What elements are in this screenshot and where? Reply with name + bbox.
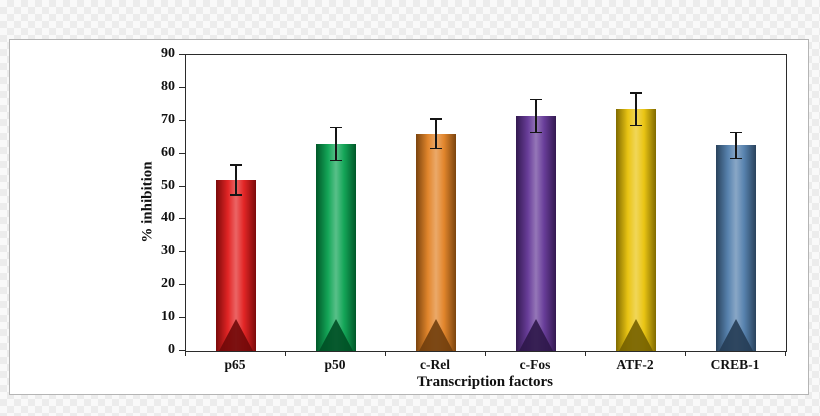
- error-bar-cap: [630, 124, 642, 127]
- bar-p65: [216, 179, 256, 351]
- x-tick-label: p65: [224, 357, 246, 372]
- y-tick-mark: [179, 350, 185, 351]
- bar-CREB-1: [716, 145, 756, 351]
- error-bar: [735, 132, 737, 159]
- y-tick-mark: [179, 185, 185, 187]
- y-tick-label: 20: [161, 276, 175, 292]
- x-tick-label: CREB-1: [710, 357, 760, 372]
- bar-p50: [316, 143, 356, 351]
- y-tick-mark: [179, 152, 185, 154]
- bar-base-shade: [719, 319, 753, 351]
- x-tick-mark: [685, 351, 686, 356]
- bar-base-shade: [419, 319, 453, 351]
- y-tick-mark: [179, 284, 185, 286]
- plot-area: [185, 54, 787, 352]
- y-tick-mark: [179, 218, 185, 220]
- y-tick-label: 50: [161, 177, 175, 193]
- y-tick-mark: [179, 119, 185, 121]
- error-bar-cap: [230, 164, 242, 166]
- error-bar: [335, 127, 337, 161]
- chart-panel: % inhibition Transcription factors 0 10 20…: [9, 39, 809, 395]
- bar-c-Fos: [516, 115, 556, 351]
- x-tick-mark: [285, 351, 286, 356]
- x-tick-label: ATF-2: [616, 357, 654, 372]
- bar-base-shade: [219, 319, 253, 351]
- y-tick-mark: [179, 251, 185, 253]
- y-tick-mark: [179, 317, 185, 319]
- bar-base-shade: [619, 319, 653, 351]
- error-bar-cap: [530, 98, 542, 101]
- x-tick-mark: [385, 351, 386, 356]
- error-bar: [235, 165, 237, 195]
- y-tick-label: 70: [161, 111, 175, 127]
- error-bar: [435, 119, 437, 149]
- y-tick-label: 80: [161, 78, 175, 94]
- error-bar-cap: [730, 131, 742, 134]
- x-tick-mark: [785, 351, 786, 356]
- error-bar-cap: [630, 92, 642, 94]
- error-bar-cap: [730, 157, 742, 160]
- x-tick-mark: [485, 351, 486, 356]
- x-axis-title: Transcription factors: [417, 374, 553, 390]
- y-tick-label: 40: [161, 210, 175, 226]
- bar-ATF-2: [616, 109, 656, 351]
- x-tick-mark: [185, 351, 186, 356]
- y-axis-title: % inhibition: [139, 161, 156, 243]
- x-tick-label: c-Fos: [519, 357, 551, 372]
- error-bar: [535, 99, 537, 133]
- error-bar: [635, 92, 637, 126]
- error-bar-cap: [330, 126, 342, 129]
- bar-base-shade: [519, 319, 553, 351]
- y-tick-mark: [179, 54, 185, 55]
- y-tick-label: 0: [168, 342, 175, 357]
- error-bar-cap: [230, 194, 242, 196]
- y-tick-label: 90: [161, 46, 175, 61]
- x-tick-label: c-Rel: [420, 357, 450, 372]
- y-tick-label: 60: [161, 144, 175, 160]
- x-tick-label: p50: [324, 357, 346, 372]
- error-bar-cap: [430, 147, 442, 150]
- error-bar-cap: [330, 159, 342, 161]
- y-tick-label: 10: [161, 309, 175, 325]
- x-tick-mark: [585, 351, 586, 356]
- error-bar-cap: [530, 131, 542, 134]
- error-bar-cap: [430, 118, 442, 120]
- bar-base-shade: [319, 319, 353, 351]
- bar-c-Rel: [416, 133, 456, 351]
- y-tick-label: 30: [161, 243, 175, 259]
- y-tick-mark: [179, 86, 185, 88]
